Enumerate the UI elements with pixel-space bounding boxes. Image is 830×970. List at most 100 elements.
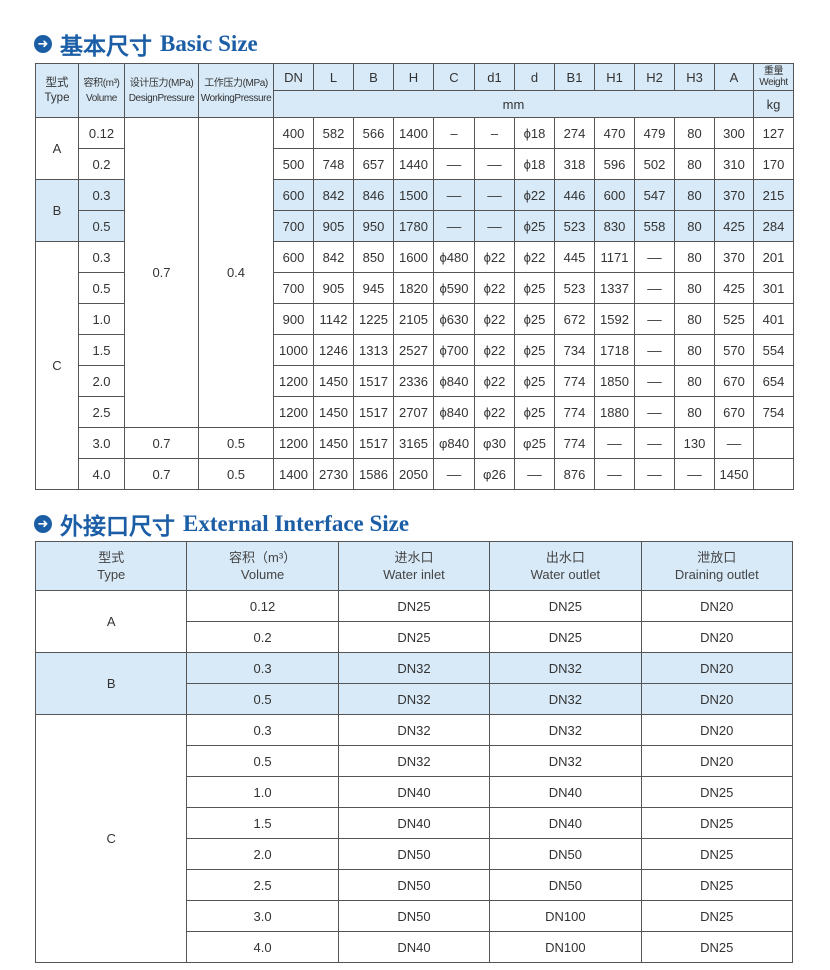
- cell-d1: ϕ22: [474, 303, 515, 335]
- cell-dn: 700: [273, 210, 314, 242]
- volume-cell: 1.0: [78, 303, 125, 335]
- cell-h1: 830: [594, 210, 635, 242]
- cell-b: 850: [353, 241, 394, 273]
- working-pressure-cell: 0.5: [198, 458, 274, 490]
- cell-a: 370: [714, 241, 754, 273]
- outlet-cell: DN50: [489, 838, 642, 870]
- cell-c: –: [433, 117, 475, 149]
- drain-cell: DN20: [640, 652, 794, 684]
- outlet-cell: DN40: [489, 776, 642, 808]
- cell-h: 1600: [393, 241, 434, 273]
- design-pressure-cell: 0.7: [124, 427, 199, 459]
- cell-d: ϕ18: [514, 148, 555, 180]
- cell-a: 1450: [714, 458, 754, 490]
- cell-weight: 127: [753, 117, 794, 149]
- cell-h: 2707: [393, 396, 434, 428]
- inlet-cell: DN50: [337, 838, 491, 870]
- table-row: 1.5 DN40 DN40 DN25: [36, 807, 794, 839]
- cell-b: 1517: [353, 365, 394, 397]
- cell-l: 1142: [313, 303, 354, 335]
- cell-d: ϕ25: [514, 303, 555, 335]
- volume-cell: 2.0: [78, 365, 125, 397]
- cell-h: 2336: [393, 365, 434, 397]
- cell-d1: ϕ22: [474, 396, 515, 428]
- inlet-cell: DN32: [337, 745, 491, 777]
- cell-l: 582: [313, 117, 354, 149]
- cell-d: ϕ18: [514, 117, 555, 149]
- cell-l: 1450: [313, 427, 354, 459]
- cell-b1: 672: [554, 303, 595, 335]
- header-cn: 容积（m³）: [229, 550, 297, 565]
- cell-h3: 80: [674, 148, 715, 180]
- cell-weight: 215: [753, 179, 794, 211]
- cell-h1: 596: [594, 148, 635, 180]
- cell-b1: 734: [554, 334, 595, 366]
- drain-cell: DN20: [640, 621, 794, 653]
- cell-d: φ25: [514, 427, 555, 459]
- header-dim-h2: H2: [634, 63, 675, 91]
- cell-h: 1400: [393, 117, 434, 149]
- cell-h2: 479: [634, 117, 675, 149]
- header-type: 型式 Type: [35, 63, 79, 118]
- cell-h2: ––: [634, 396, 675, 428]
- basic-size-table: 型式 Type 容积(m³) Volume 设计压力(MPa) DesignPress…: [35, 63, 794, 490]
- basic-title-cn: 基本尺寸: [60, 34, 152, 59]
- cell-d1: ϕ22: [474, 365, 515, 397]
- volume-cell: 2.5: [78, 396, 125, 428]
- type-cell: A: [34, 590, 188, 653]
- volume-cell: 1.5: [186, 807, 339, 839]
- cell-h1: 1592: [594, 303, 635, 335]
- table-row: 3.0 DN50 DN100 DN25: [36, 900, 794, 932]
- cell-h1: ––: [594, 458, 635, 490]
- working-pressure-cell: 0.5: [198, 427, 274, 459]
- outlet-cell: DN32: [489, 714, 642, 746]
- cell-l: 748: [313, 148, 354, 180]
- cell-d1: φ26: [474, 458, 515, 490]
- cell-d: ––: [514, 458, 555, 490]
- cell-b1: 446: [554, 179, 595, 211]
- header-dim-h1: H1: [594, 63, 635, 91]
- header-dim-dn: DN: [273, 63, 314, 91]
- header-design-pressure: 设计压力(MPa) DesignPressure: [124, 63, 199, 118]
- cell-d1: ϕ22: [474, 272, 515, 304]
- drain-cell: DN25: [640, 838, 794, 870]
- type-cell: C: [35, 241, 79, 490]
- header-cn: 型式: [98, 550, 125, 565]
- inlet-cell: DN32: [337, 652, 491, 684]
- header-dim-h3: H3: [674, 63, 715, 91]
- header-col-4: 泄放口 Draining outlet: [640, 541, 794, 591]
- cell-a: 525: [714, 303, 754, 335]
- volume-cell: 4.0: [78, 458, 125, 490]
- cell-a: 370: [714, 179, 754, 211]
- table-row: A 0.12 0.7 0.4 400 582 566 1400– – ϕ18 274 470 479 80…: [35, 117, 794, 428]
- cell-a: 670: [714, 365, 754, 397]
- type-cell: B: [34, 652, 188, 715]
- cell-b1: 274: [554, 117, 595, 149]
- cell-weight: 201: [753, 241, 794, 273]
- header-cn: 泄放口: [697, 550, 737, 565]
- cell-d1: ϕ22: [474, 241, 515, 273]
- cell-h3: 80: [674, 365, 715, 397]
- cell-b: 566: [353, 117, 394, 149]
- external-title-cn: 外接口尺寸: [60, 514, 175, 539]
- header-en: Water outlet: [530, 567, 601, 582]
- working-pressure-cell: 0.4: [198, 117, 274, 428]
- cell-a: 310: [714, 148, 754, 180]
- cell-b: 1225: [353, 303, 394, 335]
- cell-h3: 80: [674, 210, 715, 242]
- cell-b: 945: [353, 272, 394, 304]
- volume-cell: 0.3: [186, 652, 339, 684]
- cell-h2: ––: [634, 365, 675, 397]
- cell-d1: –: [474, 117, 515, 149]
- cell-d1: ––: [474, 179, 515, 211]
- inlet-cell: DN50: [337, 900, 491, 932]
- cell-weight: 284: [753, 210, 794, 242]
- cell-c: φ840: [433, 427, 475, 459]
- design-pressure-cell: 0.7: [124, 117, 199, 428]
- header-dim-h: H: [393, 63, 434, 91]
- drain-cell: DN20: [640, 745, 794, 777]
- table-row: 0.5 700 905 950 1780 –– –– ϕ25 523 830 558 80 425 284: [35, 210, 794, 242]
- cell-l: 905: [313, 272, 354, 304]
- cell-a: 425: [714, 272, 754, 304]
- cell-h: 1780: [393, 210, 434, 242]
